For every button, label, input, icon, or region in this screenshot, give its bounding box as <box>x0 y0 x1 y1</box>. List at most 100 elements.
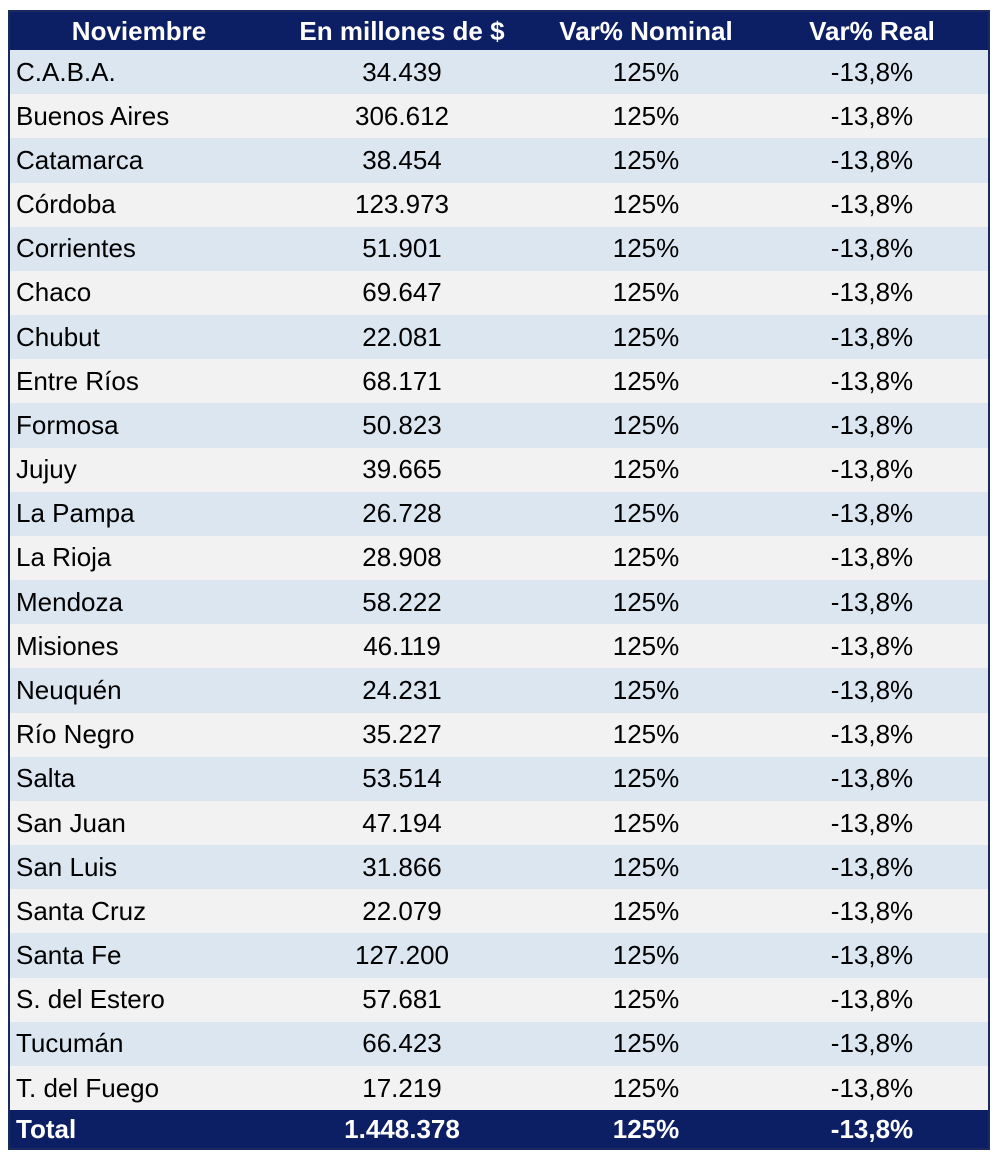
table-row: Río Negro 35.227 125% -13,8% <box>10 712 988 757</box>
row-cell-var-nominal: 125% <box>612 542 680 573</box>
table-row: Santa Fe 127.200 125% -13,8% <box>10 933 988 978</box>
table-row: San Luis 31.866 125% -13,8% <box>10 845 988 890</box>
row-cell-amount: 22.081 <box>362 321 442 352</box>
header-cell-var-nominal: Var% Nominal <box>559 15 733 46</box>
row-cell-var-nominal: 125% <box>612 144 680 175</box>
row-cell-amount: 127.200 <box>355 940 449 971</box>
row-cell-amount: 24.231 <box>362 674 442 705</box>
row-cell-var-real: -13,8% <box>830 189 914 220</box>
row-cell-amount: 306.612 <box>355 100 449 131</box>
row-cell-province: Santa Fe <box>16 940 122 971</box>
row-cell-amount: 28.908 <box>362 542 442 573</box>
row-cell-var-nominal: 125% <box>612 984 680 1015</box>
row-cell-var-real: -13,8% <box>830 1028 914 1059</box>
row-cell-province: Jujuy <box>16 454 77 485</box>
row-cell-amount: 34.439 <box>362 56 442 87</box>
table-row: Entre Ríos 68.171 125% -13,8% <box>10 359 988 404</box>
row-cell-var-real: -13,8% <box>830 144 914 175</box>
row-cell-var-nominal: 125% <box>612 409 680 440</box>
row-cell-var-real: -13,8% <box>830 233 914 264</box>
row-cell-province: Río Negro <box>16 719 135 750</box>
table-row: San Juan 47.194 125% -13,8% <box>10 800 988 846</box>
table-row: Jujuy 39.665 125% -13,8% <box>10 447 988 492</box>
row-cell-amount: 31.866 <box>362 851 442 882</box>
row-cell-var-real: -13,8% <box>830 674 914 705</box>
row-cell-var-nominal: 125% <box>612 189 680 220</box>
row-cell-var-nominal: 125% <box>612 586 680 617</box>
row-cell-var-nominal: 125% <box>612 851 680 882</box>
row-cell-var-real: -13,8% <box>830 895 914 926</box>
table-row: La Pampa 26.728 125% -13,8% <box>10 491 988 536</box>
data-table: Noviembre En millones de $ Var% Nominal … <box>8 10 990 1150</box>
row-cell-var-real: -13,8% <box>830 100 914 131</box>
row-cell-var-real: -13,8% <box>830 630 914 661</box>
row-cell-amount: 35.227 <box>362 719 442 750</box>
header-cell-var-real: Var% Real <box>809 15 935 46</box>
row-cell-province: San Luis <box>16 851 118 882</box>
header-cell-noviembre: Noviembre <box>71 15 207 46</box>
table-header-row: Noviembre En millones de $ Var% Nominal … <box>10 12 988 50</box>
table-row: Santa Cruz 22.079 125% -13,8% <box>10 889 988 934</box>
row-cell-province: Tucumán <box>16 1028 124 1059</box>
table-row: Tucumán 66.423 125% -13,8% <box>10 1021 988 1066</box>
row-cell-province: Neuquén <box>16 674 122 705</box>
table-row: Formosa 50.823 125% -13,8% <box>10 403 988 448</box>
row-cell-var-real: -13,8% <box>830 719 914 750</box>
row-cell-amount: 123.973 <box>355 189 449 220</box>
row-cell-province: Buenos Aires <box>16 100 170 131</box>
row-cell-var-real: -13,8% <box>830 277 914 308</box>
table-row: Corrientes 51.901 125% -13,8% <box>10 226 988 271</box>
table-row: Salta 53.514 125% -13,8% <box>10 756 988 801</box>
row-cell-amount: 39.665 <box>362 454 442 485</box>
row-cell-amount: 22.079 <box>362 895 442 926</box>
row-cell-amount: 46.119 <box>363 630 441 661</box>
row-cell-var-nominal: 125% <box>612 56 680 87</box>
total-cell-amount: 1.448.378 <box>344 1113 460 1144</box>
row-cell-province: Misiones <box>16 630 119 661</box>
table-row: Misiones 46.119 125% -13,8% <box>10 624 988 669</box>
row-cell-var-nominal: 125% <box>612 1028 680 1059</box>
row-cell-province: Salta <box>16 763 76 794</box>
row-cell-var-real: -13,8% <box>830 542 914 573</box>
row-cell-var-nominal: 125% <box>612 719 680 750</box>
row-cell-province: La Rioja <box>16 542 112 573</box>
table-row: Mendoza 58.222 125% -13,8% <box>10 580 988 625</box>
row-cell-var-nominal: 125% <box>612 321 680 352</box>
row-cell-var-real: -13,8% <box>830 984 914 1015</box>
total-cell-var-nominal: 125% <box>612 1113 680 1144</box>
row-cell-amount: 69.647 <box>362 277 442 308</box>
table-row: T. del Fuego 17.219 125% -13,8% <box>10 1065 988 1111</box>
row-cell-var-real: -13,8% <box>830 409 914 440</box>
row-cell-province: Corrientes <box>16 233 136 264</box>
row-cell-province: Formosa <box>16 409 119 440</box>
row-cell-var-nominal: 125% <box>612 100 680 131</box>
row-cell-amount: 58.222 <box>362 586 442 617</box>
table-row: C.A.B.A. 34.439 125% -13,8% <box>10 50 988 95</box>
row-cell-var-real: -13,8% <box>830 807 914 838</box>
row-cell-var-real: -13,8% <box>830 56 914 87</box>
row-cell-province: S. del Estero <box>16 984 165 1015</box>
row-cell-var-real: -13,8% <box>830 763 914 794</box>
row-cell-province: La Pampa <box>16 498 135 529</box>
table-row: Chubut 22.081 125% -13,8% <box>10 315 988 360</box>
row-cell-province: Chubut <box>16 321 100 352</box>
row-cell-var-nominal: 125% <box>612 1072 680 1103</box>
table-row: S. del Estero 57.681 125% -13,8% <box>10 977 988 1022</box>
row-cell-var-real: -13,8% <box>830 586 914 617</box>
row-cell-amount: 68.171 <box>362 365 442 396</box>
header-cell-millones: En millones de $ <box>299 15 505 46</box>
total-cell-var-real: -13,8% <box>830 1113 914 1144</box>
row-cell-province: C.A.B.A. <box>16 56 116 87</box>
row-cell-var-nominal: 125% <box>612 365 680 396</box>
table-total-row: Total 1.448.378 125% -13,8% <box>10 1110 988 1149</box>
row-cell-amount: 66.423 <box>362 1028 442 1059</box>
row-cell-var-nominal: 125% <box>612 277 680 308</box>
row-cell-amount: 38.454 <box>362 144 442 175</box>
table-row: Chaco 69.647 125% -13,8% <box>10 270 988 316</box>
row-cell-var-nominal: 125% <box>612 630 680 661</box>
row-cell-var-nominal: 125% <box>612 233 680 264</box>
table-row: La Rioja 28.908 125% -13,8% <box>10 535 988 581</box>
table-row: Catamarca 38.454 125% -13,8% <box>10 138 988 183</box>
row-cell-amount: 26.728 <box>362 498 442 529</box>
row-cell-var-real: -13,8% <box>830 940 914 971</box>
